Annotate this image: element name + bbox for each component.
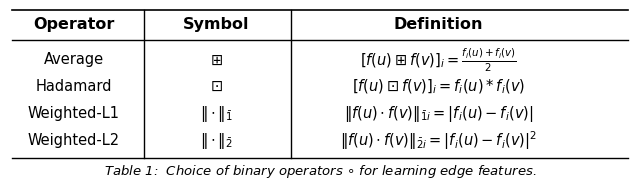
Text: Hadamard: Hadamard	[35, 79, 112, 94]
Text: Definition: Definition	[394, 17, 483, 32]
Text: Average: Average	[44, 52, 104, 67]
Text: $\boxplus$: $\boxplus$	[210, 52, 223, 67]
Text: $\|f(u) \cdot f(v)\|_{\bar{2}i} = |f_i(u) - f_i(v)|^2$: $\|f(u) \cdot f(v)\|_{\bar{2}i} = |f_i(u…	[340, 129, 537, 152]
Text: $[f(u) \boxdot f(v)]_i = f_i(u) * f_i(v)$: $[f(u) \boxdot f(v)]_i = f_i(u) * f_i(v)…	[352, 78, 525, 96]
Text: Operator: Operator	[33, 17, 115, 32]
Text: $\|f(u) \cdot f(v)\|_{\bar{1}i} = |f_i(u) - f_i(v)|$: $\|f(u) \cdot f(v)\|_{\bar{1}i} = |f_i(u…	[344, 104, 533, 124]
Text: Weighted-L1: Weighted-L1	[28, 106, 120, 121]
Text: Symbol: Symbol	[183, 17, 250, 32]
Text: $\| \cdot \|_{\bar{1}}$: $\| \cdot \|_{\bar{1}}$	[200, 104, 233, 124]
Text: Table 1:  Choice of binary operators $\circ$ for learning edge features.: Table 1: Choice of binary operators $\ci…	[104, 163, 536, 179]
Text: $[f(u) \boxplus f(v)]_i = \frac{f_i(u)+f_i(v)}{2}$: $[f(u) \boxplus f(v)]_i = \frac{f_i(u)+f…	[360, 46, 516, 74]
Text: $\| \cdot \|_{\bar{2}}$: $\| \cdot \|_{\bar{2}}$	[200, 130, 233, 151]
Text: $\boxdot$: $\boxdot$	[210, 79, 223, 94]
Text: Weighted-L2: Weighted-L2	[28, 133, 120, 148]
